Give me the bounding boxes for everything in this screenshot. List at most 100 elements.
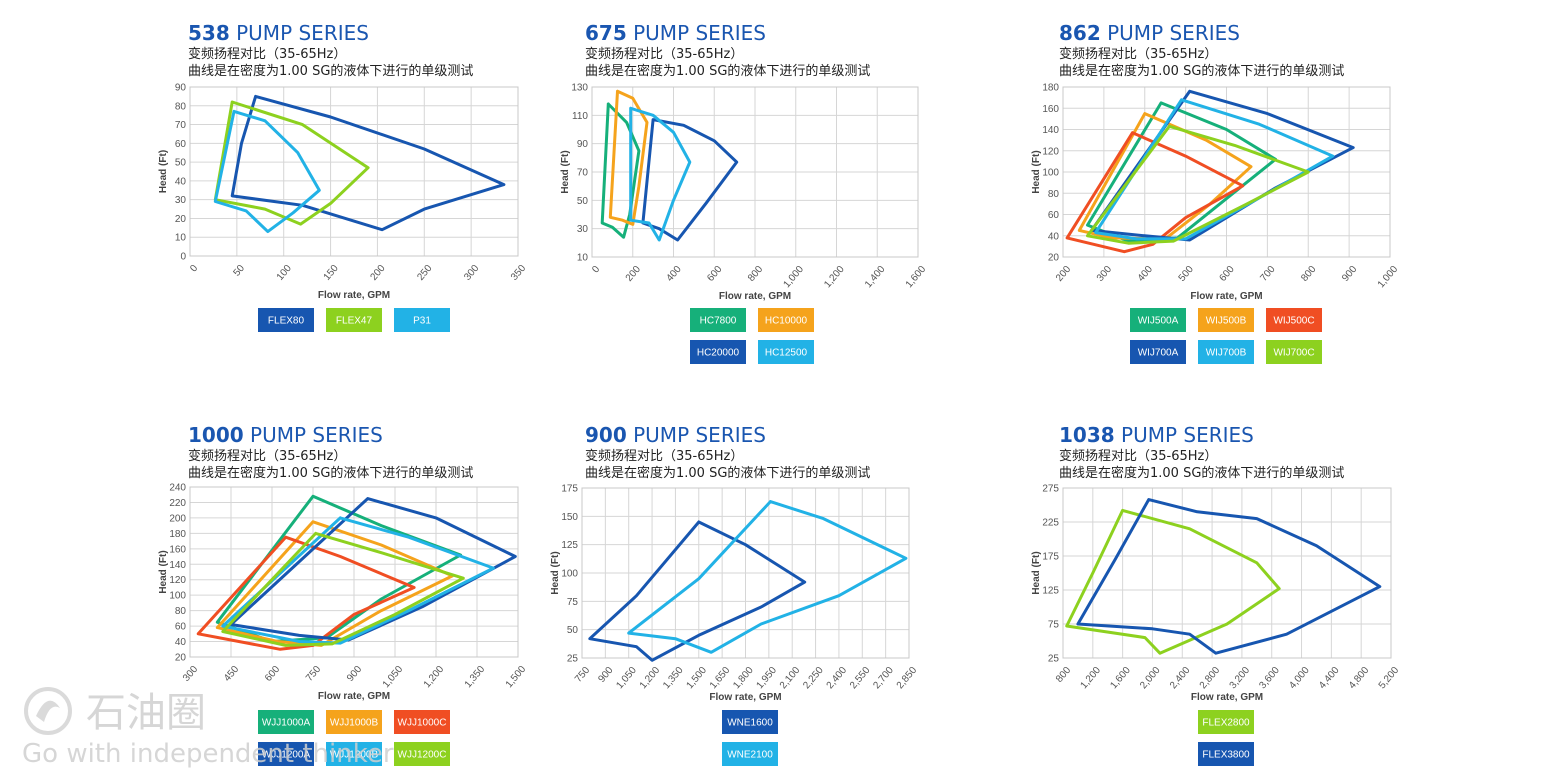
y-tick-label: 50 — [175, 158, 187, 169]
legend-item-hc7800[interactable]: HC7800 — [690, 308, 746, 332]
curve-wij700c — [1086, 124, 1310, 245]
legend-item-flex3800[interactable]: FLEX3800 — [1198, 742, 1254, 766]
y-tick-label: 70 — [577, 168, 589, 179]
legend-item-flex2800[interactable]: FLEX2800 — [1198, 710, 1254, 734]
legend-swatch — [394, 742, 450, 766]
chart-title: 1038 PUMP SERIES — [1059, 423, 1254, 447]
curve-wij500c — [1065, 131, 1245, 254]
y-tick-label: 20 — [175, 214, 187, 225]
x-tick-label: 4,000 — [1287, 665, 1312, 692]
x-tick-label: 0 — [188, 263, 200, 275]
y-tick-label: 150 — [561, 512, 578, 523]
legend-label: P31 — [413, 316, 431, 327]
chart-subtitle: 变频扬程对比（35-65Hz） — [188, 46, 346, 62]
x-tick-label: 2,700 — [871, 665, 896, 692]
legend-item-wij700c[interactable]: WIJ700C — [1266, 340, 1322, 364]
y-tick-label: 125 — [1042, 586, 1059, 597]
legend-item-hc10000[interactable]: HC10000 — [758, 308, 814, 332]
x-tick-label: 750 — [573, 665, 592, 685]
x-axis-label: Flow rate, GPM — [1191, 692, 1263, 703]
x-tick-label: 600 — [1218, 264, 1237, 284]
x-tick-label: 3,200 — [1228, 665, 1253, 692]
y-axis-label: Head (Ft) — [1031, 551, 1042, 594]
legend-item-wjj1200c[interactable]: WJJ1200C — [394, 742, 450, 766]
legend-label: WNE2100 — [727, 750, 773, 761]
legend-swatch — [758, 340, 814, 364]
series-label: PUMP SERIES — [1101, 21, 1240, 45]
legend-item-wjj1000c[interactable]: WJJ1000C — [394, 710, 450, 734]
x-tick-label: 800 — [1299, 264, 1318, 284]
series-number: 675 — [585, 21, 627, 45]
legend-item-wij700a[interactable]: WIJ700A — [1130, 340, 1186, 364]
y-tick-label: 10 — [175, 233, 187, 244]
legend-item-hc20000[interactable]: HC20000 — [690, 340, 746, 364]
legend-label: WJJ1200B — [330, 750, 379, 761]
x-tick-label: 800 — [746, 264, 765, 284]
x-tick-label: 1,200 — [822, 264, 847, 291]
legend-label: WJJ1000C — [398, 718, 447, 729]
chart-note: 曲线是在密度为1.00 SG的液体下进行的单级测试 — [1059, 63, 1344, 79]
x-tick-label: 2,550 — [848, 665, 873, 692]
legend-item-wij500c[interactable]: WIJ500C — [1266, 308, 1322, 332]
series-number: 1000 — [188, 423, 244, 447]
legend-swatch — [1198, 710, 1254, 734]
legend-swatch — [1198, 308, 1254, 332]
y-axis-label: Head (Ft) — [158, 550, 169, 593]
legend-item-wne2100[interactable]: WNE2100 — [722, 742, 778, 766]
y-tick-label: 25 — [567, 654, 579, 665]
x-tick-label: 1,500 — [684, 665, 709, 692]
x-tick-label: 1,600 — [904, 264, 929, 291]
x-tick-label: 200 — [368, 263, 387, 283]
legend-item-wjj1000b[interactable]: WJJ1000B — [326, 710, 382, 734]
chart-subtitle: 变频扬程对比（35-65Hz） — [585, 448, 743, 464]
x-tick-label: 200 — [1054, 264, 1073, 284]
legend-swatch — [1266, 340, 1322, 364]
x-tick-label: 400 — [1136, 264, 1155, 284]
y-tick-label: 275 — [1042, 484, 1059, 495]
x-tick-label: 400 — [665, 264, 684, 284]
legend-label: HC12500 — [765, 348, 808, 359]
plot-area — [189, 86, 519, 257]
x-tick-label: 0 — [590, 264, 602, 276]
plot-area — [189, 486, 519, 658]
series-label: PUMP SERIES — [627, 423, 766, 447]
legend-item-wne1600[interactable]: WNE1600 — [722, 710, 778, 734]
x-tick-label: 4,800 — [1347, 665, 1372, 692]
legend-item-wjj1200b[interactable]: WJJ1200B — [326, 742, 382, 766]
y-tick-label: 40 — [175, 637, 187, 648]
legend-item-wij500a[interactable]: WIJ500A — [1130, 308, 1186, 332]
legend-item-p31[interactable]: P31 — [394, 308, 450, 332]
x-tick-label: 1,050 — [614, 665, 639, 692]
legend-item-wjj1000a[interactable]: WJJ1000A — [258, 710, 314, 734]
x-tick-label: 450 — [222, 664, 241, 684]
curve-p31 — [213, 109, 321, 234]
chart-title: 900 PUMP SERIES — [585, 423, 766, 447]
legend-swatch — [394, 710, 450, 734]
legend-item-flex80[interactable]: FLEX80 — [258, 308, 314, 332]
x-axis-label: Flow rate, GPM — [318, 290, 390, 301]
y-axis-label: Head (Ft) — [1031, 150, 1042, 193]
legend-item-flex47[interactable]: FLEX47 — [326, 308, 382, 332]
legend-item-wij700b[interactable]: WIJ700B — [1198, 340, 1254, 364]
x-tick-label: 2,250 — [801, 665, 826, 692]
curve-hc20000 — [641, 118, 739, 242]
y-tick-label: 175 — [561, 484, 578, 495]
curve-flex80 — [230, 94, 506, 232]
legend-item-wjj1200a[interactable]: WJJ1200A — [258, 742, 314, 766]
legend-swatch — [258, 710, 314, 734]
x-tick-label: 600 — [705, 264, 724, 284]
y-tick-label: 75 — [567, 597, 579, 608]
chart-title: 675 PUMP SERIES — [585, 21, 766, 45]
legend-swatch — [758, 308, 814, 332]
x-tick-label: 900 — [596, 665, 615, 685]
x-tick-label: 1,950 — [755, 665, 780, 692]
y-tick-label: 90 — [577, 139, 589, 150]
y-tick-label: 30 — [175, 195, 187, 206]
legend-item-wij500b[interactable]: WIJ500B — [1198, 308, 1254, 332]
series-label: PUMP SERIES — [1115, 423, 1254, 447]
legend-label: WNE1600 — [727, 718, 773, 729]
legend-item-hc12500[interactable]: HC12500 — [758, 340, 814, 364]
y-tick-label: 130 — [571, 83, 588, 94]
